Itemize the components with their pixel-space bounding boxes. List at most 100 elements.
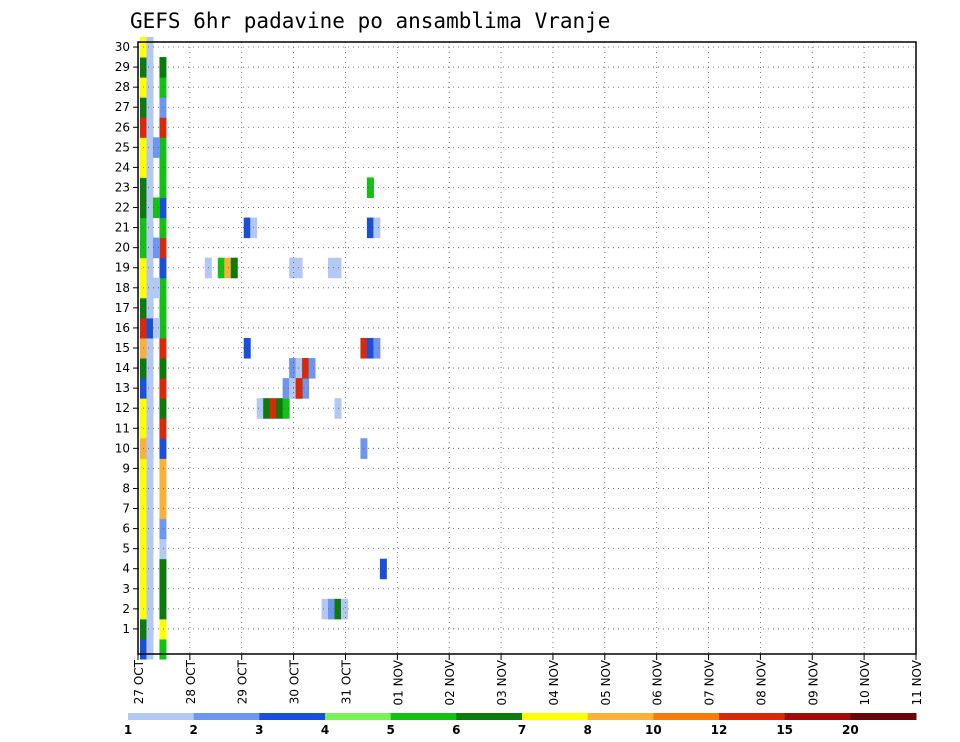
legend-label: 8 (583, 723, 591, 737)
x-tick-label: 31 OCT (339, 659, 353, 704)
y-tick-label: 3 (122, 582, 130, 596)
legend-swatch (587, 713, 654, 720)
heatmap-cell (159, 398, 167, 419)
heatmap-cell (159, 638, 167, 660)
legend-swatch (850, 713, 917, 720)
heatmap-cell (373, 217, 381, 239)
legend-label: 12 (711, 723, 728, 737)
heatmap-cell (152, 137, 160, 158)
heatmap-cell (282, 398, 290, 419)
heatmap-cell (159, 518, 167, 540)
x-tick-label: 01 NOV (391, 659, 405, 705)
heatmap-cell (159, 378, 167, 399)
heatmap-cell (328, 598, 335, 620)
y-tick-label: 9 (122, 461, 130, 475)
x-tick-label: 11 NOV (910, 659, 924, 705)
heatmap-cell (152, 317, 160, 339)
heatmap-cell (146, 157, 154, 178)
legend-swatch (325, 713, 392, 720)
heatmap-cell (302, 358, 310, 379)
y-tick-label: 26 (115, 120, 130, 134)
heatmap-cell (159, 277, 167, 299)
heatmap-cell (334, 398, 342, 419)
heatmap-cell (366, 217, 374, 239)
y-tick-label: 22 (115, 201, 130, 215)
heatmap-cell (146, 217, 154, 239)
heatmap-cell (146, 197, 154, 219)
heatmap-cell (373, 337, 381, 359)
legend-label: 4 (321, 723, 329, 737)
legend-swatch (193, 713, 260, 720)
heatmap-cell (146, 438, 154, 459)
legend-label: 10 (645, 723, 662, 737)
heatmap-cell (321, 598, 329, 620)
heatmap-cell (146, 598, 154, 620)
x-tick-label: 10 NOV (858, 659, 872, 705)
heatmap-cell (146, 418, 154, 439)
heatmap-cell (140, 638, 147, 660)
heatmap-cell (159, 117, 167, 138)
heatmap-cell (146, 337, 154, 359)
heatmap-cell (159, 177, 167, 199)
x-tick-label: 29 OCT (236, 659, 250, 704)
x-tick-label: 09 NOV (806, 659, 820, 705)
x-axis: 27 OCT 28 OCT 29 OCT 30 OCT 31 OCT 01 NOV 02 N… (132, 654, 924, 706)
heatmap-cell (146, 297, 154, 319)
legend-label: 6 (452, 723, 460, 737)
heatmap-cell (146, 317, 154, 339)
heatmap-cell (295, 358, 303, 379)
heatmap-cell (366, 337, 374, 359)
heatmap-cell (159, 458, 167, 479)
heatmap-cell (159, 157, 167, 178)
heatmap-cell (263, 398, 271, 419)
heatmap-cell (302, 378, 310, 399)
heatmap-cell (146, 518, 154, 540)
heatmap-cell (328, 257, 335, 279)
heatmap-cell (159, 438, 167, 459)
heatmap-cell (146, 257, 154, 279)
y-tick-label: 23 (115, 180, 130, 194)
heatmap-cell (295, 257, 303, 279)
y-tick-label: 10 (115, 441, 130, 455)
heatmap-cell (276, 398, 284, 419)
y-tick-label: 19 (115, 261, 130, 275)
heatmap-cell (152, 237, 160, 259)
grid (138, 42, 916, 654)
heatmap-cell (146, 117, 154, 138)
y-tick-label: 5 (122, 542, 130, 556)
x-tick-label: 07 NOV (703, 659, 717, 705)
heatmap-cell (295, 378, 303, 399)
y-tick-label: 7 (122, 502, 130, 516)
y-tick-label: 17 (115, 301, 130, 315)
y-axis: 1234567891011121314151617181920212223242… (115, 40, 138, 636)
color-legend: 1 2 3 4 5 6 7 8 10 12 15 20 (124, 713, 917, 737)
heatmap-cell (146, 358, 154, 379)
heatmap-cell (146, 638, 154, 660)
heatmap-cell (159, 598, 167, 620)
heatmap-cell (159, 337, 167, 359)
chart-title: GEFS 6hr padavine po ansamblima Vranje (130, 9, 610, 33)
heatmap-cell (159, 77, 167, 98)
plot-frame (137, 41, 917, 655)
heatmap-cell (159, 97, 167, 118)
y-tick-label: 25 (115, 140, 130, 154)
heatmap-cell (243, 217, 251, 239)
heatmap-cell (146, 398, 154, 419)
y-tick-label: 24 (115, 160, 130, 174)
heatmap-cell (146, 57, 154, 78)
legend-swatch (653, 713, 720, 720)
y-tick-label: 14 (115, 361, 130, 375)
legend-label: 20 (842, 723, 859, 737)
heatmap-cell (159, 498, 167, 520)
heatmap-cell (159, 297, 167, 319)
y-tick-label: 16 (115, 321, 130, 335)
x-tick-label: 04 NOV (547, 659, 561, 705)
heatmap-cell (146, 77, 154, 98)
heatmap-cell (146, 538, 154, 560)
y-tick-label: 1 (122, 622, 130, 636)
legend-swatch (719, 713, 786, 720)
y-tick-label: 28 (115, 80, 130, 94)
heatmap-cell (159, 257, 167, 279)
x-tick-label: 02 NOV (443, 659, 457, 705)
heatmap-cell (159, 237, 167, 259)
